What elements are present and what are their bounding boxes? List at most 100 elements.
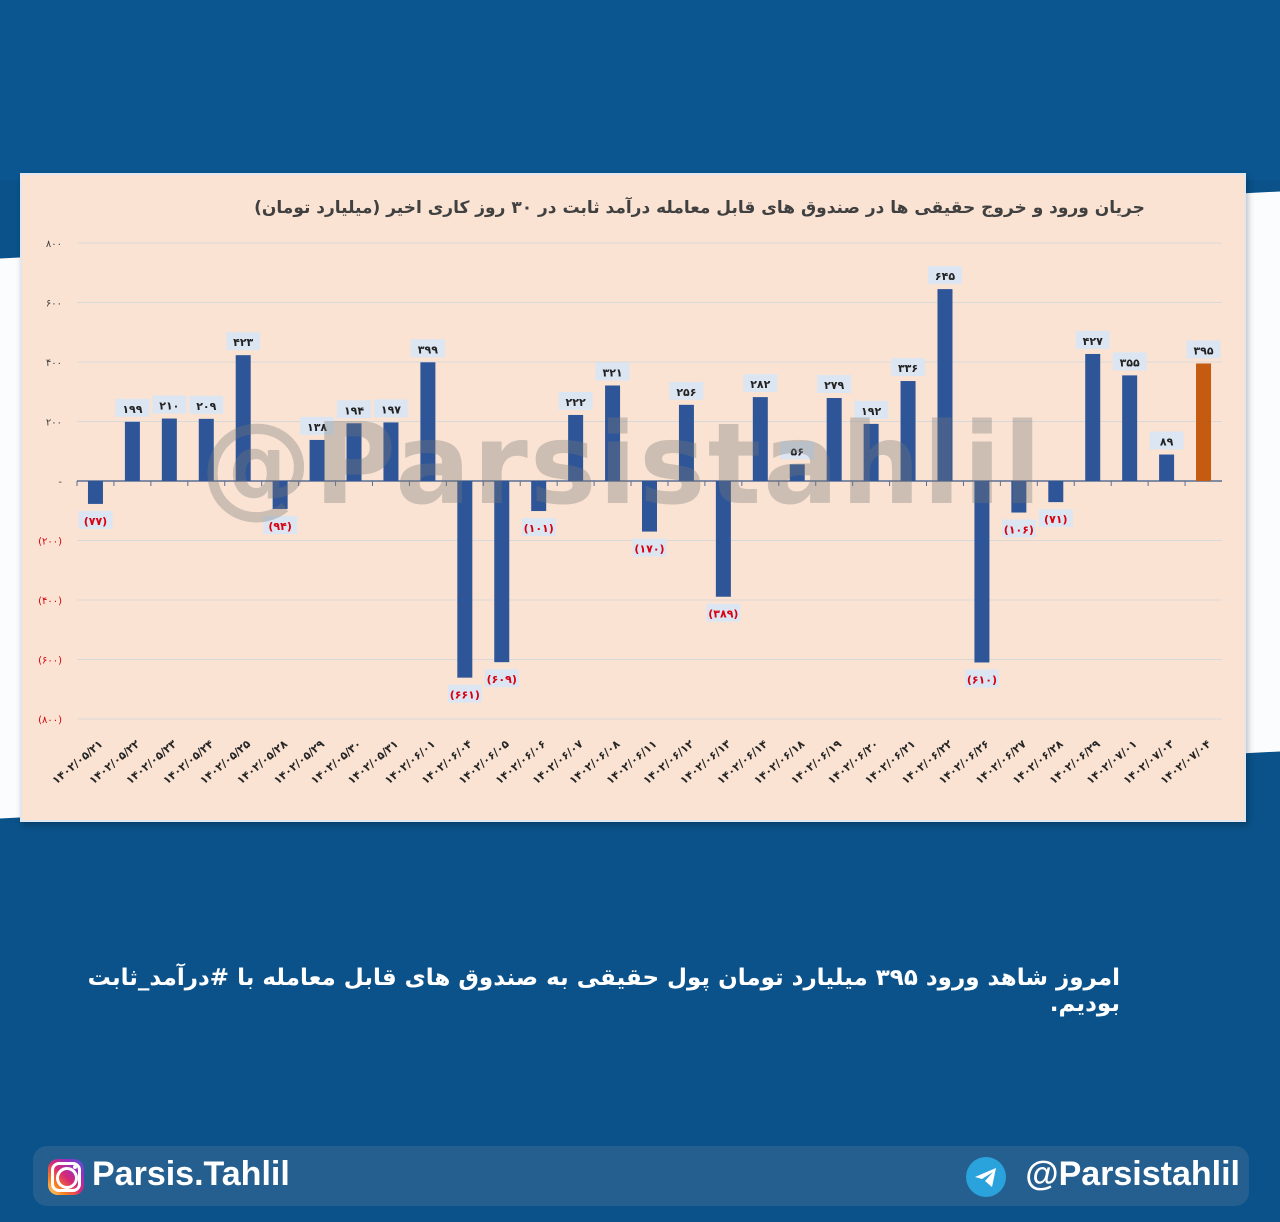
bar bbox=[1048, 481, 1064, 503]
data-label-box bbox=[410, 339, 445, 358]
data-label-box bbox=[484, 669, 519, 688]
data-label: (۹۴) bbox=[268, 520, 291, 533]
data-label-box bbox=[263, 515, 298, 534]
y-tick-label: ۴۰۰ bbox=[46, 358, 62, 369]
data-label-box bbox=[115, 398, 150, 417]
y-tick-label: - bbox=[58, 477, 62, 488]
data-label-box bbox=[1038, 509, 1073, 528]
bar bbox=[420, 362, 436, 481]
bar bbox=[124, 421, 140, 481]
data-label: ۱۹۴ bbox=[344, 404, 364, 417]
data-label-box bbox=[558, 391, 593, 410]
data-label: ۳۳۶ bbox=[898, 362, 918, 375]
data-label-box bbox=[780, 441, 815, 460]
data-label-box bbox=[632, 538, 667, 557]
data-label-box bbox=[1075, 330, 1110, 349]
bar bbox=[309, 439, 325, 481]
bar bbox=[161, 418, 177, 481]
bar bbox=[789, 464, 805, 481]
bar bbox=[1085, 353, 1101, 481]
telegram-icon[interactable] bbox=[966, 1157, 1006, 1197]
y-tick-label: (۶۰۰) bbox=[38, 656, 62, 667]
bar bbox=[383, 422, 399, 481]
data-label: ۶۴۵ bbox=[935, 270, 955, 283]
bar bbox=[1196, 363, 1212, 481]
data-label-box bbox=[300, 416, 335, 435]
data-label: ۳۲۱ bbox=[602, 367, 622, 380]
bar bbox=[494, 481, 510, 663]
telegram-handle[interactable]: @Parsistahlil bbox=[1025, 1155, 1240, 1193]
data-label: ۱۹۲ bbox=[861, 405, 881, 418]
data-label-box bbox=[152, 395, 187, 414]
bar bbox=[900, 381, 916, 481]
data-label-box bbox=[447, 684, 482, 703]
data-label: (۶۰۹) bbox=[487, 673, 517, 686]
bar bbox=[974, 481, 990, 663]
y-tick-label: (۲۰۰) bbox=[38, 537, 62, 548]
data-label: ۲۷۹ bbox=[824, 379, 844, 392]
bar bbox=[346, 423, 362, 481]
data-label-box bbox=[891, 358, 926, 377]
background-top bbox=[0, 0, 1280, 180]
data-label: (۱۰۱) bbox=[524, 522, 554, 535]
bar bbox=[1122, 375, 1138, 481]
data-label-box bbox=[1001, 519, 1036, 538]
data-label: ۲۸۲ bbox=[750, 378, 770, 391]
bar bbox=[87, 481, 103, 504]
data-label: (۶۱۰) bbox=[967, 673, 997, 686]
data-label: ۱۹۹ bbox=[122, 403, 142, 416]
data-label: ۳۹۹ bbox=[418, 343, 438, 356]
data-label-box bbox=[78, 510, 113, 529]
instagram-handle[interactable]: Parsis.Tahlil bbox=[92, 1155, 290, 1193]
bar bbox=[937, 289, 953, 481]
data-label-box bbox=[337, 400, 372, 419]
bar bbox=[863, 423, 879, 481]
data-label: ۲۲۲ bbox=[566, 396, 586, 409]
footer-bar bbox=[33, 1146, 1249, 1206]
data-label: (۱۰۶) bbox=[1004, 524, 1034, 537]
data-label: (۷۷) bbox=[84, 515, 107, 528]
chart-card: جریان ورود و خروج حقیقی ها در صندوق های … bbox=[20, 173, 1246, 822]
bar bbox=[457, 481, 473, 678]
data-label-box bbox=[669, 381, 704, 400]
y-tick-label: ۲۰۰ bbox=[46, 418, 62, 429]
data-label-box bbox=[817, 374, 852, 393]
data-label: ۸۹ bbox=[1160, 436, 1174, 449]
data-label-box bbox=[964, 669, 999, 688]
data-label: ۱۳۸ bbox=[307, 421, 327, 434]
data-label-box bbox=[854, 400, 889, 419]
y-tick-label: ۶۰۰ bbox=[46, 299, 62, 310]
data-label: ۲۱۰ bbox=[159, 400, 179, 413]
data-label-box bbox=[927, 266, 962, 285]
data-label-box bbox=[706, 603, 741, 622]
data-label: ۴۲۷ bbox=[1083, 335, 1103, 348]
bar bbox=[568, 414, 584, 481]
bar bbox=[235, 355, 251, 481]
data-label-box bbox=[1149, 431, 1184, 450]
y-tick-label: (۸۰۰) bbox=[38, 715, 62, 726]
data-label: ۲۵۶ bbox=[676, 386, 696, 399]
bar bbox=[826, 397, 842, 481]
data-label: ۳۵۵ bbox=[1120, 356, 1140, 369]
bar bbox=[198, 418, 214, 481]
bar-chart: جریان ورود و خروج حقیقی ها در صندوق های … bbox=[38, 196, 1222, 787]
instagram-icon[interactable] bbox=[48, 1159, 84, 1195]
bar bbox=[1011, 481, 1027, 513]
data-label: (۷۱) bbox=[1044, 513, 1067, 526]
caption-text: امروز شاهد ورود ۳۹۵ میلیارد تومان پول حق… bbox=[87, 965, 1120, 1017]
data-label-box bbox=[226, 332, 261, 351]
bar bbox=[1159, 454, 1175, 481]
data-label-box bbox=[1186, 340, 1221, 359]
data-label: ۳۹۵ bbox=[1193, 344, 1213, 357]
bar bbox=[752, 397, 768, 481]
y-tick-label: ۸۰۰ bbox=[46, 239, 62, 250]
data-label-box bbox=[189, 395, 224, 414]
data-label-box bbox=[373, 399, 408, 418]
bar bbox=[642, 481, 657, 532]
data-label: ۴۲۳ bbox=[233, 336, 253, 349]
data-label: ۲۰۹ bbox=[196, 400, 216, 413]
data-label-box bbox=[743, 374, 778, 393]
bar bbox=[715, 481, 731, 597]
data-label-box bbox=[595, 362, 630, 381]
bar bbox=[531, 481, 547, 512]
